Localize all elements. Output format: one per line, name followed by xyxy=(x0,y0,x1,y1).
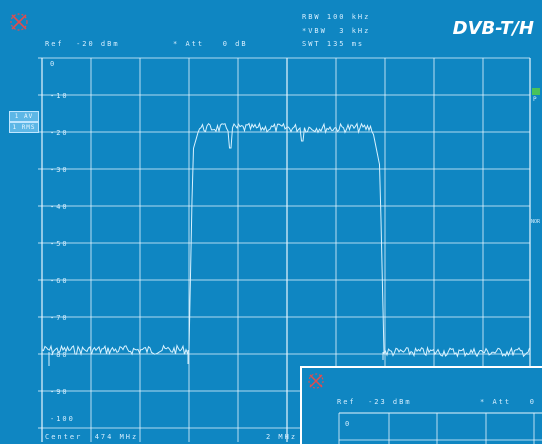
y-tick-20: -20 xyxy=(50,129,69,137)
y-tick-60: -60 xyxy=(50,277,69,285)
y-tick-30: -30 xyxy=(50,166,69,174)
y-tick-100: -100 xyxy=(50,415,75,423)
y-tick-40: -40 xyxy=(50,203,69,211)
att-text: Att 0 dB xyxy=(185,40,248,48)
inset-att-marker-icon: * xyxy=(480,398,493,406)
right-marker-p: P xyxy=(533,96,537,103)
red-cross-icon xyxy=(10,13,28,31)
inset-att-label: * Att 0 d xyxy=(480,398,542,406)
y-tick-0: 0 xyxy=(50,60,57,68)
right-marker-nor: NOR xyxy=(531,219,541,225)
y-tick-10: -10 xyxy=(50,92,69,100)
vbw-text: VBW 3 kHz xyxy=(308,27,371,35)
inset-screen: Ref -23 dBm * Att 0 d 0 xyxy=(300,366,542,444)
span-label: 2 MHz xyxy=(266,433,298,441)
att-label: * Att 0 dB xyxy=(173,40,248,48)
y-tick-90: -90 xyxy=(50,388,69,396)
inset-ref-label: Ref -23 dBm xyxy=(337,398,412,406)
y-tick-70: -70 xyxy=(50,314,69,322)
green-marker xyxy=(532,88,540,95)
badge-dvb-th: DVB-T/H xyxy=(452,18,534,39)
y-tick-50: -50 xyxy=(50,240,69,248)
spectrum-trace xyxy=(41,121,530,366)
vbw-marker-icon: * xyxy=(302,27,309,35)
inset-y-tick-0: 0 xyxy=(345,420,352,428)
vbw-label: *VBW 3 kHz xyxy=(302,27,370,35)
inset-red-cross-icon xyxy=(308,373,324,389)
inset-plot xyxy=(308,373,542,444)
rbw-label: RBW 100 kHz xyxy=(302,13,371,21)
y-tick-80: -80 xyxy=(50,351,69,359)
center-frequency-label: Center 474 MHz xyxy=(45,433,139,441)
inset-att-text: Att 0 d xyxy=(492,398,536,406)
swt-label: SWT 135 ms xyxy=(302,40,365,48)
ref-level-label: Ref -20 dBm xyxy=(45,40,120,48)
trace1-av-box[interactable]: 1 AV xyxy=(9,111,39,122)
att-marker-icon: * xyxy=(173,40,186,48)
trace1-rms-box[interactable]: 1 RMS xyxy=(9,122,39,133)
inset-grid xyxy=(338,412,542,444)
